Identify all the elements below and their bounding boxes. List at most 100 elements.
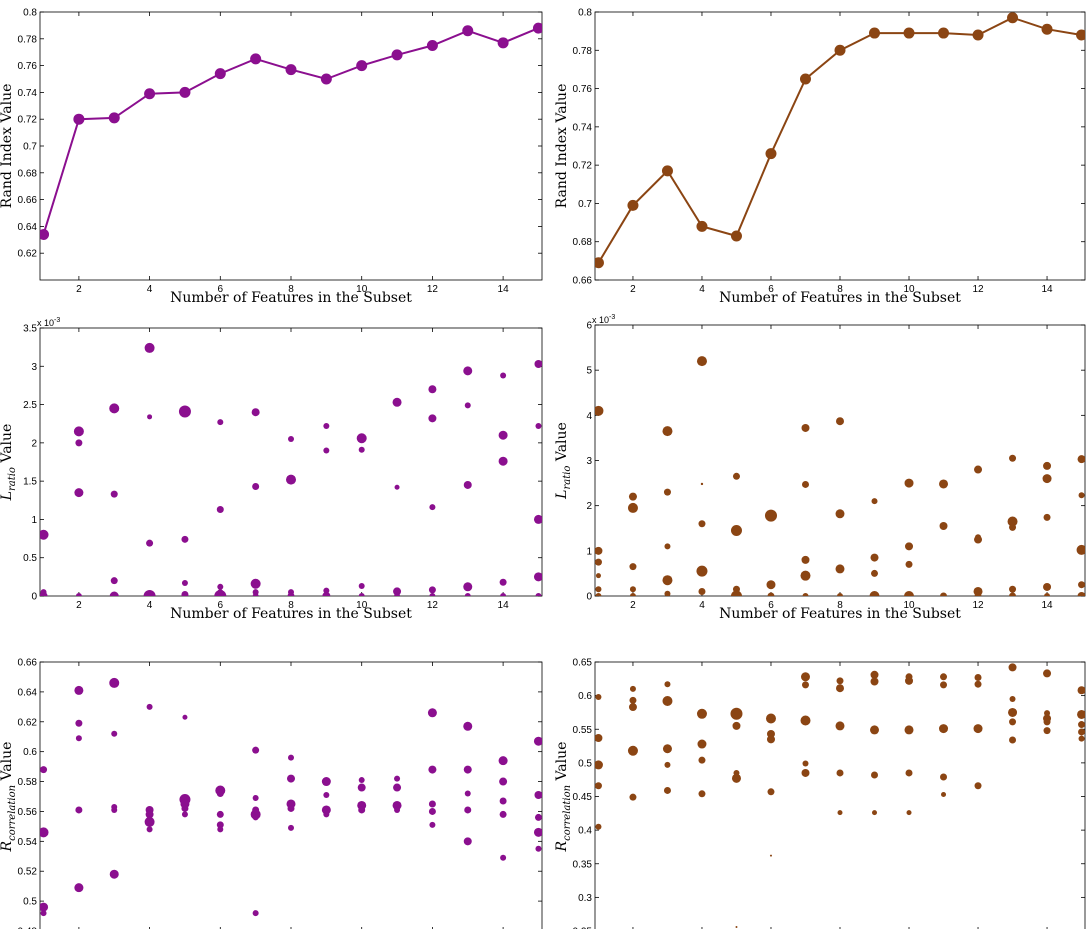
data-point: [181, 535, 189, 543]
data-point: [938, 27, 950, 39]
data-point: [764, 509, 777, 522]
data-point: [358, 806, 366, 814]
data-point: [394, 593, 401, 596]
data-point: [214, 590, 227, 596]
data-point: [75, 806, 83, 814]
data-point: [427, 708, 437, 718]
data-point: [288, 754, 294, 761]
data-point: [869, 591, 880, 596]
data-point: [870, 670, 879, 679]
data-point: [110, 490, 118, 498]
x-tick-label: 2: [630, 600, 636, 611]
data-marks: [40, 677, 542, 917]
x-axis-label: Number of Features in the Subset: [170, 606, 412, 622]
data-point: [109, 677, 120, 688]
data-point: [111, 730, 118, 737]
data-point: [972, 29, 984, 41]
data-point: [731, 773, 741, 783]
data-point: [628, 492, 637, 501]
data-point: [940, 592, 948, 596]
data-point: [627, 502, 638, 513]
data-point: [498, 456, 508, 466]
data-point: [358, 446, 365, 453]
data-point: [75, 735, 82, 742]
data-marks: [595, 663, 1085, 928]
y-tick-label: 0.56: [18, 807, 38, 818]
data-point: [730, 707, 743, 720]
data-point: [358, 583, 365, 590]
data-point: [800, 715, 811, 726]
x-tick-label: 6: [218, 284, 224, 295]
data-point: [145, 810, 154, 819]
chart-panel-5: 24681012140.480.50.520.540.560.580.60.62…: [0, 658, 543, 929]
data-point: [664, 543, 671, 550]
y-tick-label: 0.4: [578, 826, 592, 837]
y-tick-label: 0.48: [18, 927, 38, 929]
data-point: [837, 810, 843, 816]
data-point: [905, 769, 913, 777]
data-point: [392, 397, 402, 407]
data-point: [499, 810, 507, 818]
data-point: [732, 721, 741, 730]
y-tick-label: 0.6: [578, 691, 592, 702]
data-point: [357, 783, 366, 792]
data-point: [1077, 592, 1085, 596]
data-point: [1007, 12, 1019, 24]
data-point: [40, 529, 49, 540]
data-point: [905, 676, 914, 685]
data-point: [766, 735, 775, 744]
data-point: [735, 925, 738, 928]
data-point: [111, 806, 118, 813]
data-point: [836, 677, 844, 685]
data-point: [834, 44, 846, 56]
data-point: [464, 790, 471, 797]
x-tick-label: 6: [218, 600, 224, 611]
y-tick-label: 2.5: [23, 400, 37, 411]
data-point: [75, 593, 82, 596]
data-point: [629, 793, 637, 801]
data-point: [182, 714, 188, 720]
data-point: [732, 472, 740, 480]
data-point: [428, 807, 436, 815]
y-exponent-power: -3: [54, 317, 60, 324]
data-point: [428, 765, 437, 774]
data-point: [217, 583, 224, 590]
data-point: [429, 821, 436, 828]
data-point: [905, 560, 913, 568]
data-point: [697, 739, 707, 749]
data-point: [462, 25, 474, 37]
data-point: [1041, 23, 1053, 35]
y-axis-label: Rand Index Value: [554, 84, 570, 209]
y-axis-label-rest: Value: [0, 742, 15, 785]
data-point: [730, 525, 742, 537]
y-tick-label: 0.64: [18, 222, 38, 233]
y-tick-label: 1.5: [23, 477, 37, 488]
y-tick-label: 2: [31, 438, 37, 449]
data-point: [698, 587, 706, 595]
x-tick-label: 12: [427, 600, 439, 611]
data-point: [535, 845, 542, 852]
data-point: [1078, 492, 1085, 499]
data-point: [535, 423, 542, 430]
data-point: [628, 703, 637, 712]
y-axis-label-main: R: [554, 840, 570, 852]
data-point: [533, 736, 542, 746]
data-point: [662, 575, 673, 586]
data-point: [464, 593, 471, 596]
data-point: [252, 910, 259, 917]
y-tick-label: 0.7: [23, 142, 37, 153]
data-point: [1078, 581, 1085, 589]
data-point: [836, 684, 844, 693]
data-marks: [40, 342, 542, 596]
data-point: [662, 744, 672, 754]
data-point: [595, 257, 604, 269]
y-tick-label: 0.25: [573, 927, 593, 929]
data-point: [940, 681, 948, 689]
y-tick-label: 0.5: [23, 897, 37, 908]
data-point: [533, 572, 542, 582]
data-point: [662, 696, 673, 707]
data-point: [287, 774, 295, 783]
chart-panel-2: 2 4 6 8 10 12 14 0.66 0.68 0.7 0.72 0.74 0.76 0.78 0.8…: [554, 8, 1086, 306]
plot-frame: [39, 11, 543, 281]
y-tick-label: 0.55: [573, 725, 593, 736]
